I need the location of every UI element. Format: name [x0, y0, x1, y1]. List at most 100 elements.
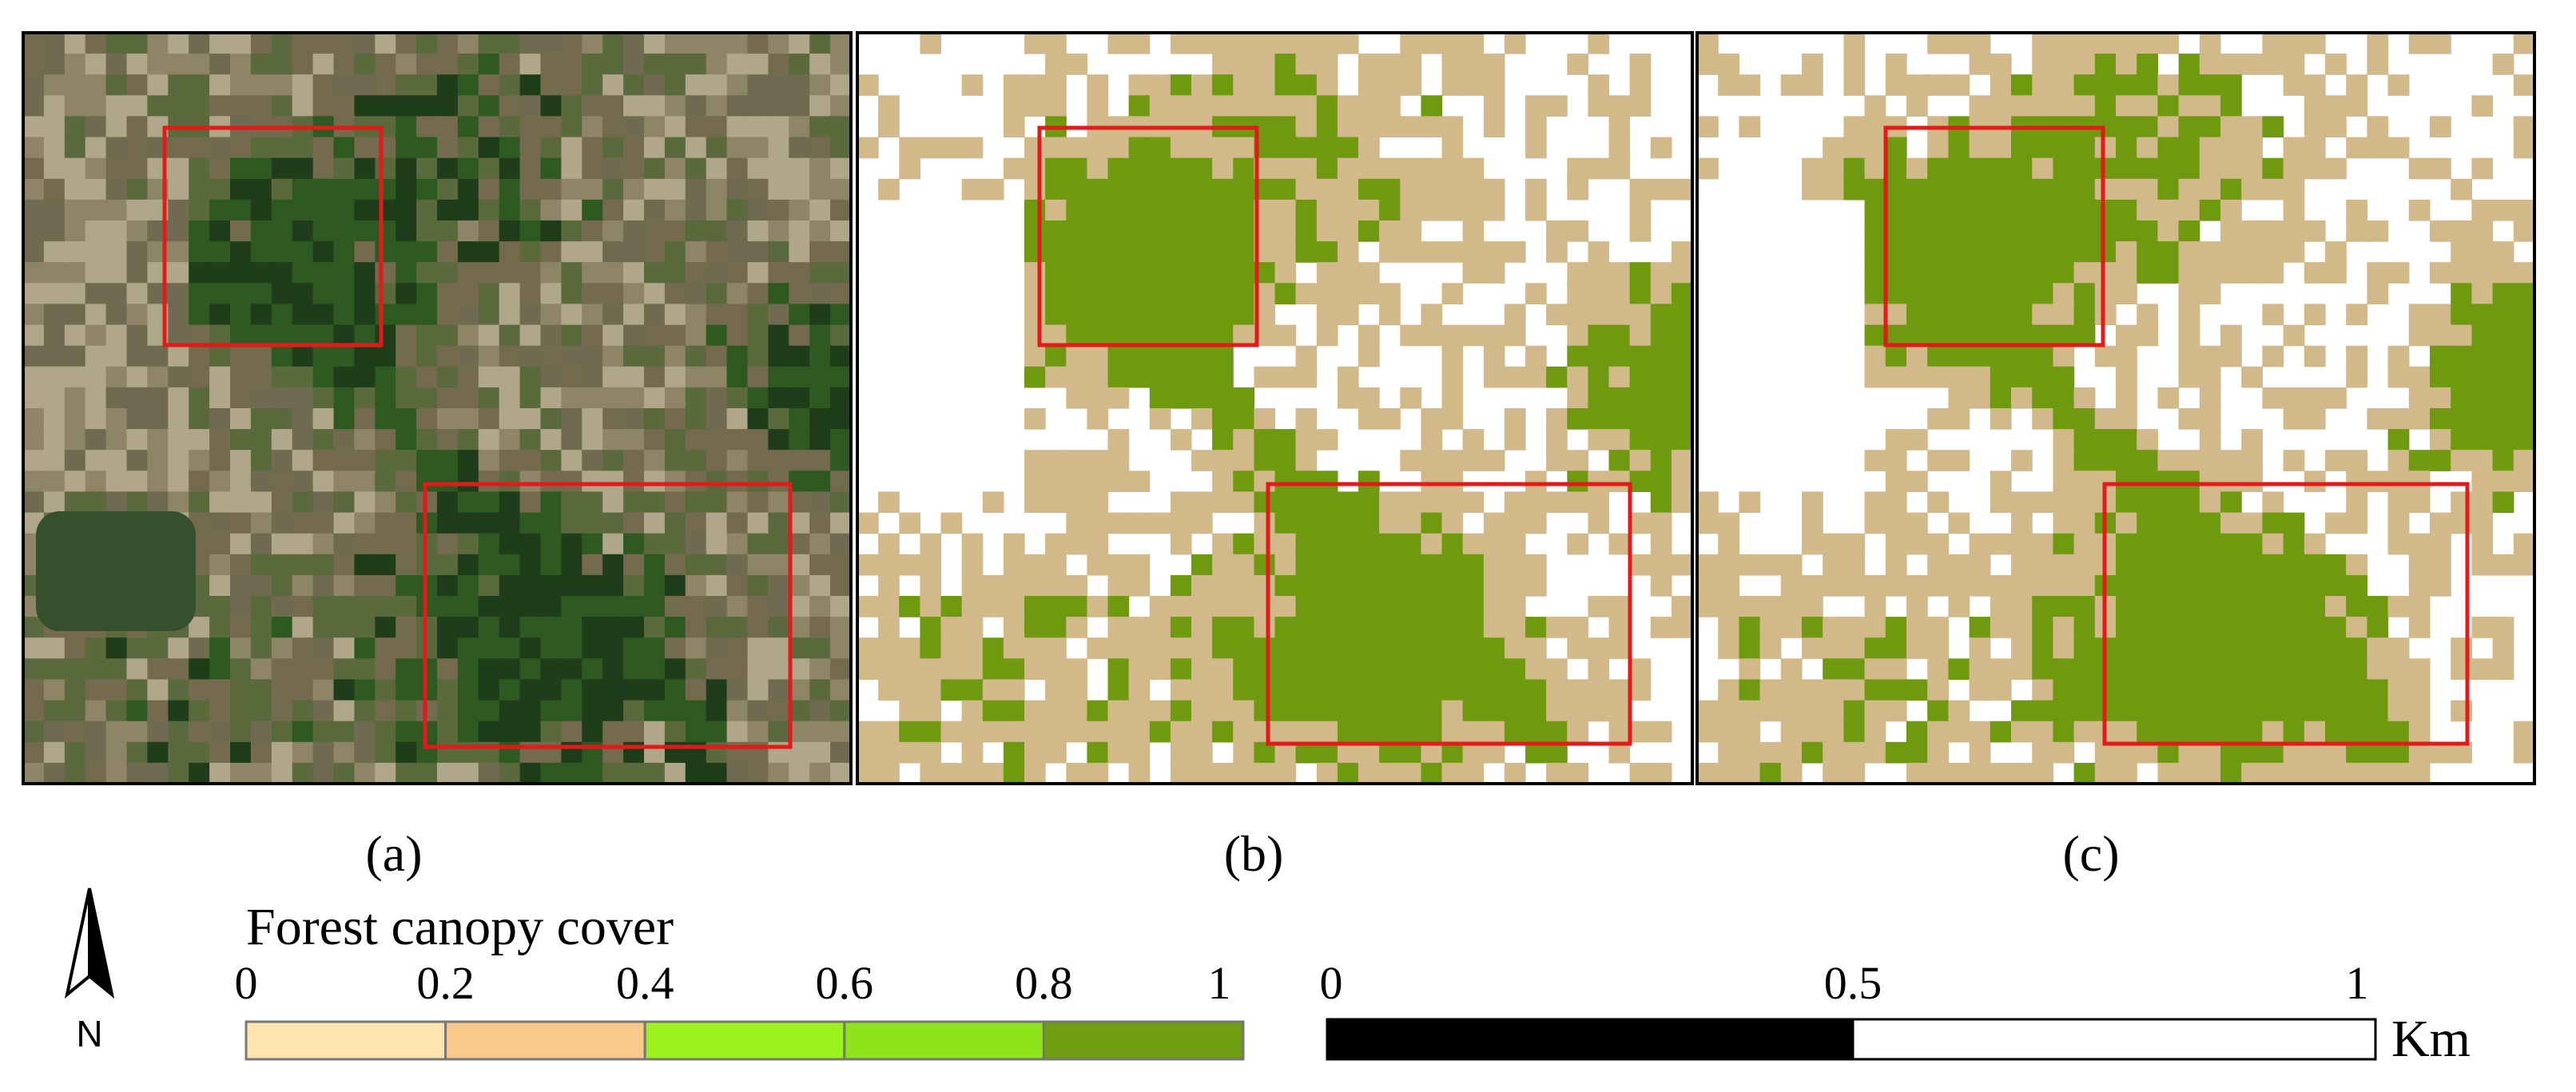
- aerial-cell: [354, 637, 376, 659]
- aerial-cell: [789, 762, 810, 784]
- aerial-cell: [64, 345, 86, 367]
- map-cell: [1629, 721, 1652, 743]
- map-cell: [1739, 491, 1761, 514]
- aerial-cell: [23, 721, 45, 743]
- aerial-cell: [354, 345, 376, 367]
- map-cell: [2304, 95, 2326, 117]
- aerial-cell: [540, 679, 562, 701]
- aerial-cell: [292, 658, 314, 680]
- map-cell: [1990, 596, 2012, 617]
- aerial-cell: [664, 408, 686, 430]
- map-cell: [878, 95, 900, 117]
- map-cell: [2346, 637, 2367, 659]
- map-cell: [2262, 262, 2284, 284]
- map-cell: [1254, 700, 1276, 722]
- aerial-cell: [312, 429, 335, 451]
- aerial-cell: [437, 178, 459, 201]
- aerial-cell: [230, 721, 252, 743]
- aerial-cell: [540, 533, 562, 555]
- aerial-cell: [168, 304, 189, 326]
- map-cell: [1546, 408, 1568, 430]
- aerial-cell: [830, 116, 852, 138]
- map-cell: [2178, 366, 2200, 388]
- map-cell: [2283, 54, 2305, 75]
- map-cell: [878, 658, 900, 680]
- map-cell: [2283, 450, 2305, 471]
- aerial-cell: [250, 262, 272, 284]
- aerial-cell: [664, 762, 686, 784]
- map-cell: [1149, 241, 1171, 263]
- map-cell: [920, 637, 942, 659]
- aerial-cell: [126, 429, 148, 451]
- aerial-cell: [333, 512, 355, 534]
- map-cell: [1718, 596, 1739, 617]
- map-cell: [1885, 262, 1907, 284]
- map-cell: [2137, 157, 2158, 180]
- map-cell: [2116, 533, 2137, 555]
- map-cell: [1864, 596, 1886, 617]
- aerial-cell: [416, 241, 438, 263]
- aerial-cell: [126, 741, 148, 764]
- map-cell: [1906, 95, 1928, 117]
- aerial-cell: [189, 637, 210, 659]
- aerial-cell: [23, 137, 45, 159]
- aerial-cell: [64, 241, 86, 263]
- map-cell: [1191, 324, 1213, 347]
- map-cell: [1149, 262, 1171, 284]
- map-cell: [1567, 178, 1588, 201]
- map-cell: [878, 533, 900, 555]
- aerial-cell: [499, 74, 521, 96]
- map-cell: [1885, 137, 1907, 159]
- map-cell: [2387, 721, 2410, 743]
- aerial-cell: [830, 54, 852, 75]
- map-cell: [2325, 762, 2347, 784]
- aerial-cell: [789, 324, 810, 347]
- aerial-cell: [189, 241, 210, 263]
- aerial-cell: [706, 178, 728, 201]
- map-cell: [2241, 116, 2263, 138]
- aerial-cell: [623, 95, 645, 117]
- map-cell: [1087, 345, 1109, 367]
- aerial-cell: [519, 512, 542, 534]
- map-cell: [1948, 283, 1970, 304]
- map-cell: [2325, 116, 2347, 138]
- aerial-cell: [685, 721, 707, 743]
- map-cell: [1441, 596, 1464, 617]
- map-cell: [2513, 554, 2535, 576]
- map-cell: [2157, 137, 2180, 159]
- aerial-cell: [43, 491, 66, 514]
- aerial-cell: [85, 658, 107, 680]
- map-cell: [1990, 95, 2012, 117]
- map-cell: [2220, 241, 2242, 263]
- map-cell: [1802, 637, 1823, 659]
- map-cell: [1337, 617, 1359, 638]
- map-cell: [1024, 199, 1046, 221]
- map-cell: [1128, 741, 1151, 764]
- map-cell: [2241, 178, 2263, 201]
- aerial-cell: [271, 637, 293, 659]
- map-cell: [2199, 241, 2221, 263]
- map-cell: [2178, 679, 2200, 701]
- map-cell: [2032, 658, 2053, 680]
- map-cell: [1525, 137, 1547, 159]
- aerial-cell: [354, 741, 376, 764]
- map-cell: [1780, 762, 1803, 784]
- aerial-cell: [354, 491, 376, 514]
- map-cell: [2053, 617, 2075, 638]
- map-cell: [1739, 762, 1761, 784]
- aerial-cell: [582, 554, 603, 576]
- aerial-cell: [830, 324, 852, 347]
- aerial-cell: [209, 366, 231, 388]
- map-cell: [1843, 116, 1866, 138]
- map-cell: [1629, 345, 1652, 367]
- map-cell: [1045, 262, 1067, 284]
- map-cell: [1843, 157, 1866, 180]
- map-cell: [1128, 157, 1151, 180]
- aerial-cell: [644, 54, 666, 75]
- map-cell: [1170, 574, 1192, 597]
- aerial-cell: [582, 220, 603, 242]
- map-cell: [1629, 366, 1652, 388]
- map-cell: [2304, 679, 2326, 701]
- aerial-cell: [457, 617, 479, 638]
- map-cell: [2304, 408, 2326, 430]
